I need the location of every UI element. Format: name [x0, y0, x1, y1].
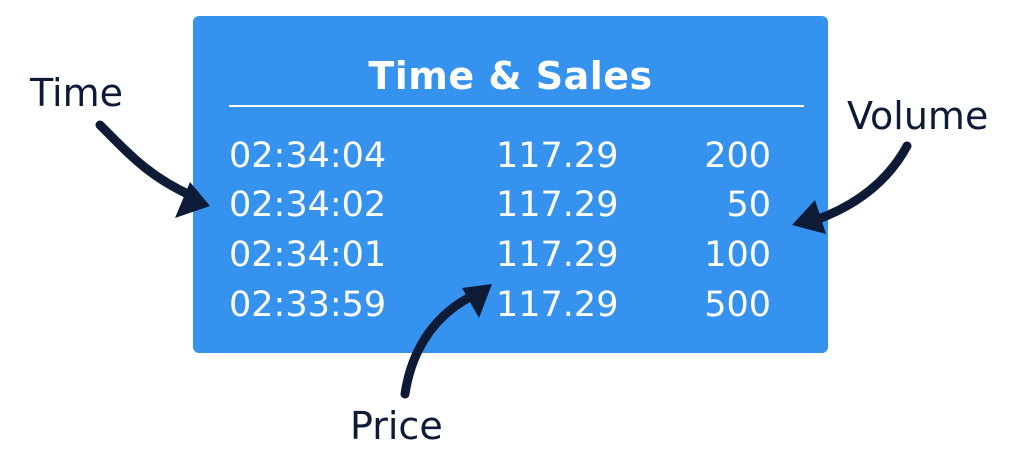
trade-row: 02:33:59 117.29 500: [193, 283, 828, 327]
trade-row: 02:34:01 117.29 100: [193, 233, 828, 277]
volume-callout-label: Volume: [847, 94, 989, 138]
trade-price: 117.29: [496, 185, 619, 225]
trade-row: 02:34:02 117.29 50: [193, 183, 828, 227]
trade-volume: 500: [704, 285, 771, 325]
trade-time: 02:34:01: [229, 235, 387, 275]
time-arrow-head: [175, 182, 210, 218]
trade-time: 02:34:04: [229, 136, 387, 176]
trade-row: 02:34:04 117.29 200: [193, 134, 828, 178]
trade-volume: 100: [704, 235, 771, 275]
time-callout-label: Time: [30, 71, 123, 115]
price-arrow-shaft: [400, 290, 479, 399]
trade-time: 02:33:59: [229, 285, 387, 325]
title-divider: [229, 105, 804, 107]
panel-title: Time & Sales: [368, 54, 653, 98]
price-callout-label: Price: [350, 404, 443, 448]
time-arrow-shaft: [95, 120, 197, 201]
trade-volume: 50: [726, 185, 771, 225]
volume-arrow-shaft: [811, 141, 912, 225]
volume-arrow-head: [792, 200, 826, 234]
trade-volume: 200: [704, 136, 771, 176]
time-and-sales-panel: Time & Sales 02:34:04 117.29 200 02:34:0…: [193, 16, 828, 353]
trade-price: 117.29: [496, 136, 619, 176]
trade-price: 117.29: [496, 285, 619, 325]
price-arrow-head: [462, 284, 492, 318]
trade-time: 02:34:02: [229, 185, 387, 225]
trade-price: 117.29: [496, 235, 619, 275]
